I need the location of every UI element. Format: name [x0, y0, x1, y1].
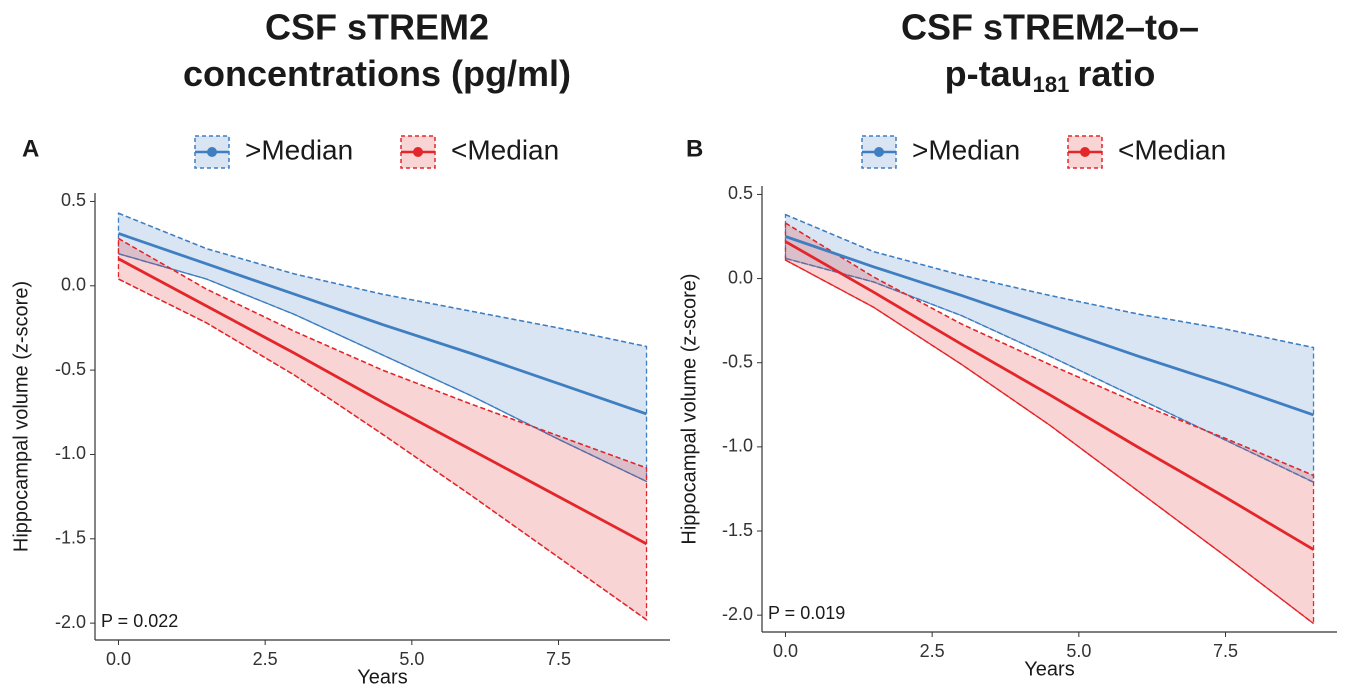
chart-title: concentrations (pg/ml): [183, 53, 571, 94]
ci-upper: [785, 222, 1314, 477]
legend-key-dot: [1080, 147, 1090, 157]
y-tick-label: -0.5: [55, 359, 86, 379]
series-line: [117, 257, 648, 546]
chart-title-part: ratio: [1077, 53, 1155, 94]
chart-title: CSF sTREM2: [265, 7, 489, 48]
y-tick-label: 0.5: [61, 190, 86, 210]
y-tick-label: -0.5: [722, 351, 753, 371]
y-tick-label: 0.5: [728, 183, 753, 203]
series-line: [784, 240, 1315, 551]
panel-letter: A: [22, 135, 39, 162]
legend-label: >Median: [245, 134, 353, 165]
ci-lower: [785, 259, 1314, 625]
ci-upper: [785, 213, 1314, 349]
x-tick-label: 0.0: [773, 641, 798, 661]
y-tick-label: -1.5: [722, 520, 753, 540]
annotation: P = 0.022: [101, 611, 178, 631]
ci-lower: [785, 257, 1314, 483]
x-tick-label: 5.0: [1066, 641, 1091, 661]
chart-title-part: concentrations (pg/ml): [183, 53, 571, 94]
x-axis-title: Years: [1024, 658, 1074, 680]
legend-key-dot: [413, 147, 423, 157]
y-tick-label: -1.5: [55, 528, 86, 548]
x-tick-label: 2.5: [253, 649, 278, 669]
x-tick-label: 2.5: [920, 641, 945, 661]
x-axis-title: Years: [357, 666, 407, 688]
chart-title-part: p-tau: [945, 53, 1033, 94]
x-tick-label: 7.5: [1213, 641, 1238, 661]
series-line: [118, 232, 647, 416]
annotation: P = 0.019: [768, 603, 845, 623]
legend-label: >Median: [912, 134, 1020, 165]
legend-label: <Median: [451, 134, 559, 165]
panel-letter: B: [686, 135, 703, 162]
series-line: [785, 235, 1314, 417]
y-tick-label: -1.0: [722, 436, 753, 456]
y-axis-title: Hippocampal volume (z-score): [678, 273, 700, 544]
y-axis-title: Hippocampal volume (z-score): [10, 281, 32, 552]
y-tick-label: 0.0: [728, 267, 753, 287]
chart-title: CSF sTREM2–to–: [901, 7, 1199, 48]
legend-key-dot: [207, 147, 217, 157]
x-tick-label: 7.5: [546, 649, 571, 669]
x-tick-label: 0.0: [106, 649, 131, 669]
x-tick-label: 5.0: [399, 649, 424, 669]
y-tick-label: 0.0: [61, 275, 86, 295]
y-tick-label: -1.0: [55, 443, 86, 463]
legend-label: <Median: [1118, 134, 1226, 165]
legend-key-dot: [874, 147, 884, 157]
y-tick-label: -2.0: [55, 612, 86, 632]
ci-upper: [118, 212, 647, 348]
ci-lower: [118, 278, 647, 621]
ci-upper: [118, 237, 647, 469]
chart-title: p-tau181 ratio: [945, 53, 1156, 97]
chart-title-subscript: 181: [1033, 72, 1070, 97]
y-tick-label: -2.0: [722, 604, 753, 624]
ci-lower: [118, 253, 647, 483]
